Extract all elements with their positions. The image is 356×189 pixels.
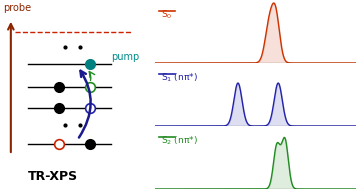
Text: S$_0$: S$_0$: [161, 9, 172, 21]
Text: S$_2$ (nπ*): S$_2$ (nπ*): [161, 135, 198, 147]
Text: probe: probe: [3, 3, 31, 13]
Text: S$_1$ (nπ*): S$_1$ (nπ*): [161, 72, 198, 84]
Text: TR-XPS: TR-XPS: [28, 170, 78, 183]
Text: pump: pump: [111, 53, 140, 63]
